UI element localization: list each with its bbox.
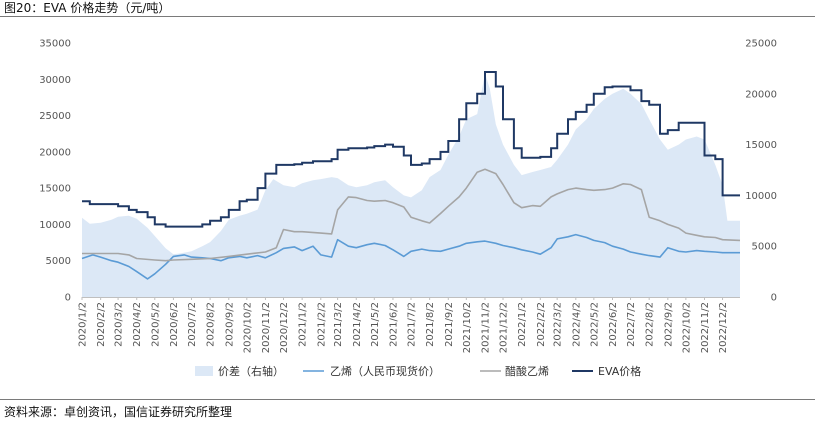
legend: 价差（右轴） 乙烯（人民币现货价） 醋酸乙烯 EVA价格 — [195, 364, 641, 378]
area-layer — [82, 73, 740, 297]
series-line-2 — [82, 168, 741, 262]
x-tick-label: 2021/10/2 — [462, 302, 473, 353]
x-tick-label: 2022/9/2 — [663, 302, 674, 347]
x-tick-label: 2022/12/2 — [718, 302, 729, 353]
y-left-tick-label: 30000 — [39, 75, 71, 86]
x-tick-label: 2020/1/2 — [78, 302, 89, 347]
y-left-tick-label: 35000 — [39, 39, 71, 50]
y-right-tick-label: 10000 — [745, 191, 777, 202]
x-tick-label: 2021/2/2 — [316, 302, 327, 347]
x-tick-label: 2020/10/2 — [242, 302, 253, 353]
legend-label: EVA价格 — [598, 364, 641, 378]
source-divider — [0, 399, 815, 400]
x-tick-label: 2021/3/2 — [333, 302, 344, 347]
x-tick-label: 2020/9/2 — [224, 302, 235, 347]
x-tick-label: 2022/5/2 — [589, 302, 600, 347]
x-tick-label: 2021/8/2 — [425, 302, 436, 347]
x-tick-label: 2021/7/2 — [407, 302, 418, 347]
title-divider — [0, 16, 815, 17]
y-left-tick-label: 0 — [65, 293, 71, 304]
x-tick-label: 2022/1/2 — [517, 302, 528, 347]
axes-layer: 0 5000 10000 15000 20000 25000 30000 35000 0 5000… — [39, 39, 777, 354]
figure-title: 图20：EVA 价格走势（元/吨） — [4, 1, 171, 15]
x-tick-label: 2020/6/2 — [169, 302, 180, 347]
y-right-tick-label: 20000 — [745, 89, 777, 100]
x-tick-label: 2022/11/2 — [700, 302, 711, 353]
x-tick-label: 2022/3/2 — [553, 302, 564, 347]
y-right-tick-label: 0 — [771, 293, 777, 304]
legend-label: 醋酸乙烯 — [505, 364, 549, 378]
x-tick-label: 2020/12/2 — [279, 302, 290, 353]
data-source: 资料来源：卓创资讯，国信证券研究所整理 — [4, 405, 233, 419]
series-line-1 — [81, 233, 740, 280]
x-tick-label: 2022/6/2 — [608, 302, 619, 347]
x-tick-label: 2020/4/2 — [132, 302, 143, 347]
x-tick-label: 2021/6/2 — [388, 302, 399, 347]
y-right-tick-label: 5000 — [752, 242, 777, 253]
legend-label: 价差（右轴） — [218, 364, 284, 378]
x-tick-label: 2020/2/2 — [96, 302, 107, 347]
x-tick-label: 2020/3/2 — [114, 302, 125, 347]
x-tick-label: 2021/11/2 — [480, 302, 491, 353]
x-tick-label: 2020/5/2 — [150, 302, 161, 347]
y-right-tick-label: 15000 — [745, 140, 777, 151]
x-tick-label: 2021/5/2 — [370, 302, 381, 347]
y-left-tick-label: 15000 — [39, 184, 71, 195]
x-tick-label: 2022/8/2 — [645, 302, 656, 347]
line-layer — [81, 71, 741, 280]
x-tick-label: 2022/4/2 — [571, 302, 582, 347]
series-area-spread — [82, 73, 740, 297]
x-tick-label: 2020/7/2 — [187, 302, 198, 347]
x-tick-label: 2022/2/2 — [536, 302, 547, 347]
y-left-tick-label: 25000 — [39, 111, 71, 122]
x-tick-label: 2022/7/2 — [626, 302, 637, 347]
x-tick-label: 2021/9/2 — [444, 302, 455, 347]
x-tick-label: 2020/11/2 — [261, 302, 272, 353]
series-line-eva — [82, 71, 740, 228]
eva-price-chart: 0 5000 10000 15000 20000 25000 30000 35000 0 5000… — [39, 39, 777, 379]
x-tick-label: 2021/4/2 — [352, 302, 363, 347]
legend-swatch-spread — [195, 366, 213, 376]
y-left-tick-label: 5000 — [46, 256, 71, 267]
x-tick-label: 2022/10/2 — [681, 302, 692, 353]
y-left-tick-label: 10000 — [39, 220, 71, 231]
y-right-tick-label: 25000 — [745, 39, 777, 50]
y-left-tick-label: 20000 — [39, 147, 71, 158]
x-tick-label: 2020/8/2 — [206, 302, 217, 347]
x-tick-label: 2021/12/2 — [499, 302, 510, 353]
legend-label: 乙烯（人民币现货价） — [330, 364, 440, 378]
x-tick-label: 2021/1/2 — [298, 302, 309, 347]
